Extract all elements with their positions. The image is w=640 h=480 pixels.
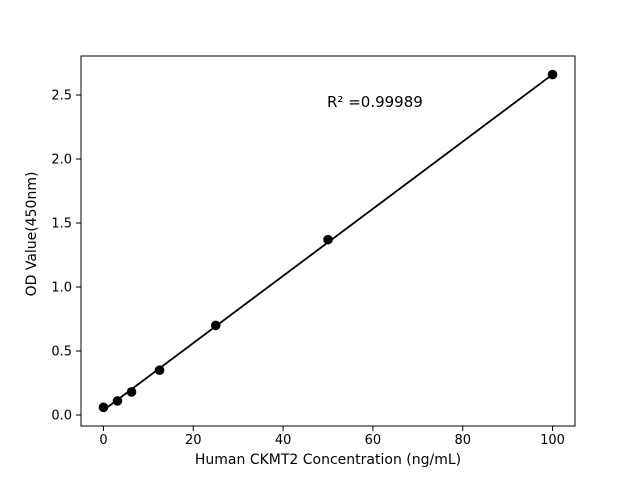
data-point [126,387,137,397]
data-point [98,402,109,413]
data-point [323,234,333,245]
plot-area: 0 20 40 60 80 100 0.0 0.5 1.0 1.5 2.0 2.5 [51,55,576,448]
r-squared-annotation: R² =0.99989 [327,93,423,111]
x-tick-label: 40 [275,433,292,448]
x-tick-label: 0 [99,433,107,448]
y-tick-label: 1.5 [51,217,72,232]
x-tick-label: 100 [540,433,565,448]
data-point [210,320,221,331]
y-tick-label: 2.5 [51,89,72,104]
data-point [112,396,123,406]
y-axis-label: OD Value(450nm) [24,172,40,297]
y-tick-label: 0.5 [51,345,72,360]
y-tick-label: 2.0 [51,153,72,168]
data-point [154,365,165,375]
x-tick-label: 20 [185,433,202,448]
x-tick-label: 80 [454,433,471,448]
x-tick-label: 60 [365,433,382,448]
y-tick-label: 0.0 [51,408,72,423]
y-tick-label: 1.0 [51,281,72,296]
data-point [547,69,558,80]
x-axis-label: Human CKMT2 Concentration (ng/mL) [195,452,461,468]
plot-frame [80,55,576,427]
